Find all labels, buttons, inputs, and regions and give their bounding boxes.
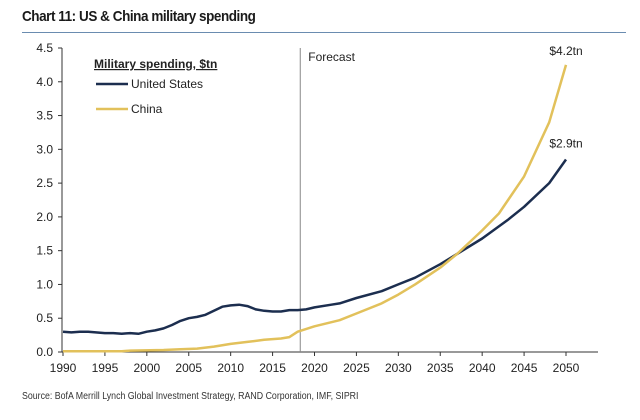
x-tick-label: 2035 (427, 361, 454, 375)
title-rule (22, 32, 626, 33)
y-tick-label: 4.5 (36, 41, 53, 55)
y-tick-label: 0.5 (36, 311, 53, 325)
x-tick-label: 2010 (217, 361, 244, 375)
y-tick-label: 1.0 (36, 277, 53, 291)
legend-label: China (131, 102, 163, 116)
x-tick-label: 1990 (50, 361, 77, 375)
source-note: Source: BofA Merrill Lynch Global Invest… (22, 391, 359, 402)
y-tick-label: 2.5 (36, 176, 53, 190)
x-tick-label: 2045 (511, 361, 538, 375)
y-tick-label: 0.0 (36, 345, 53, 359)
y-tick-label: 2.0 (36, 210, 53, 224)
legend-title: Military spending, $tn (94, 57, 217, 71)
x-tick-label: 2030 (385, 361, 412, 375)
x-tick-label: 2000 (133, 361, 160, 375)
end-value-label: $2.9tn (549, 136, 582, 150)
end-value-label: $4.2tn (549, 44, 582, 58)
x-tick-label: 2005 (175, 361, 202, 375)
legend-label: United States (131, 77, 203, 91)
forecast-label: Forecast (308, 50, 355, 64)
x-tick-label: 2050 (553, 361, 580, 375)
y-tick-label: 4.0 (36, 75, 53, 89)
x-tick-label: 2015 (259, 361, 286, 375)
series-line-china (63, 64, 568, 353)
x-tick-label: 2020 (301, 361, 328, 375)
y-tick-label: 3.0 (36, 142, 53, 156)
chart-title: Chart 11: US & China military spending (22, 8, 256, 25)
series-line-us (62, 158, 568, 336)
x-tick-label: 2025 (343, 361, 370, 375)
x-tick-label: 1995 (92, 361, 119, 375)
x-tick-label: 2040 (469, 361, 496, 375)
y-tick-label: 1.5 (36, 244, 53, 258)
y-tick-label: 3.5 (36, 109, 53, 123)
